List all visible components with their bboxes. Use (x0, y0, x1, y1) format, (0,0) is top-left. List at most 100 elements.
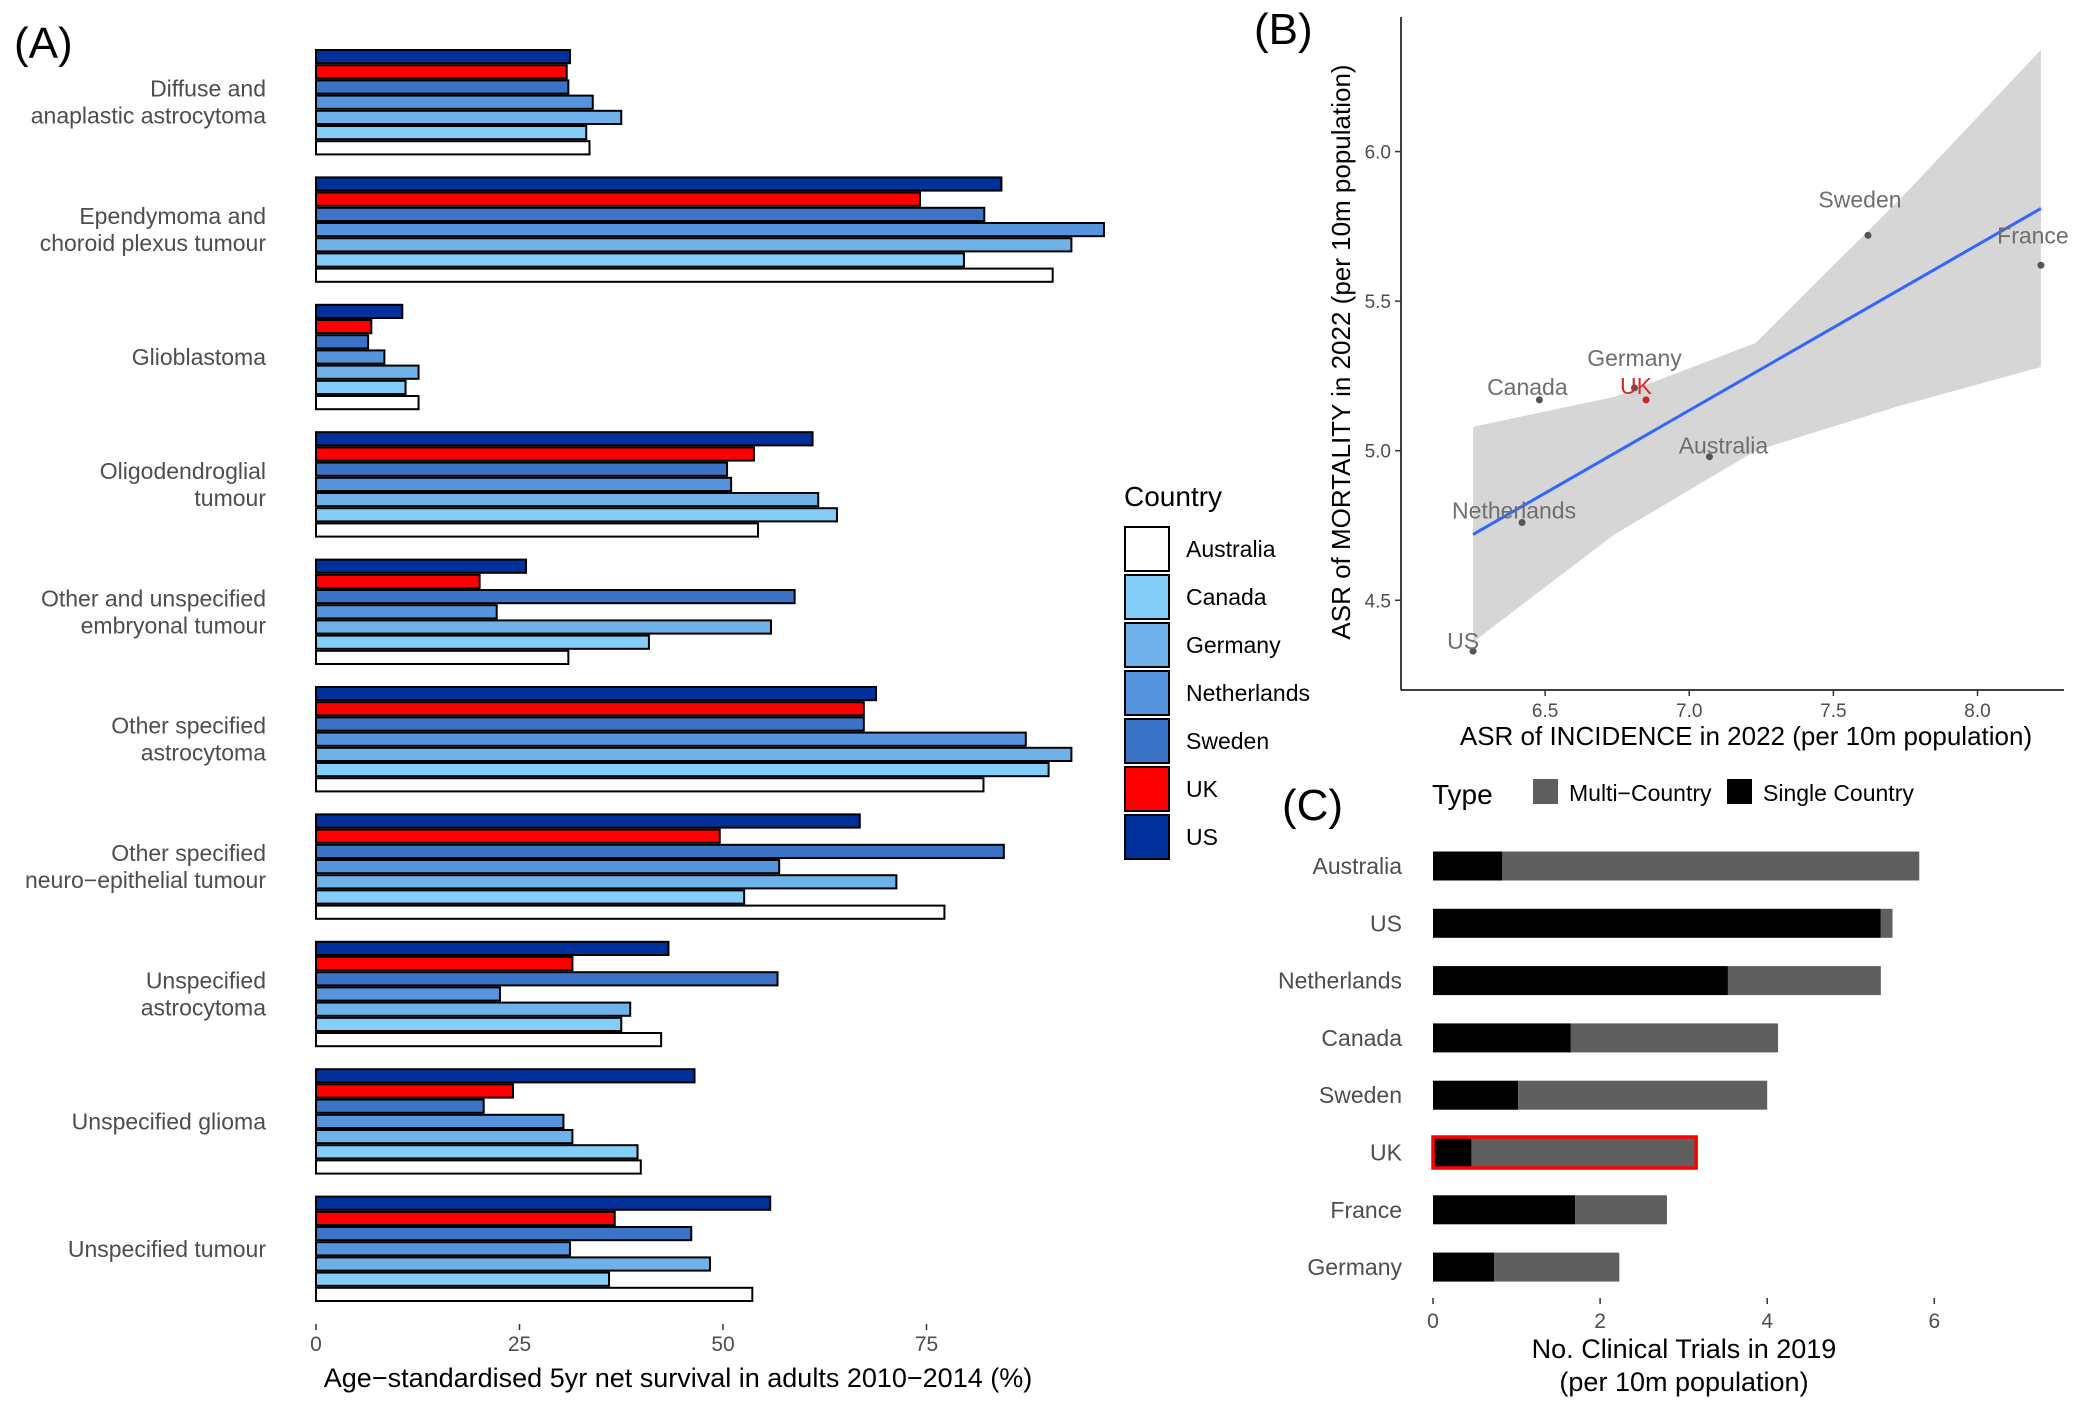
category-label: embryonal tumour (81, 612, 267, 638)
bar-netherlands (315, 349, 386, 365)
bar-germany (315, 364, 420, 380)
legend-label-uk: UK (1186, 776, 1219, 802)
bar-single-country (1433, 1023, 1571, 1053)
bar-netherlands (315, 986, 501, 1002)
category-label: Unspecified glioma (72, 1108, 267, 1134)
category-label-australia: Australia (1313, 853, 1403, 879)
bar-us (315, 813, 861, 829)
legend-label-australia: Australia (1186, 536, 1276, 562)
x-tick-label: 4 (1761, 1310, 1773, 1333)
legend-swatch-sweden (1124, 718, 1170, 764)
bar-germany (315, 874, 898, 890)
x-tick-label: 7.0 (1676, 701, 1702, 722)
x-tick-label: 7.5 (1820, 701, 1846, 722)
x-axis-title: Age−standardised 5yr net survival in adu… (324, 1363, 1032, 1393)
bar-germany (315, 619, 773, 635)
bar-netherlands (315, 222, 1105, 238)
bar-uk (315, 191, 921, 207)
category-label: Oligodendroglial (100, 458, 266, 484)
bar-sweden (315, 206, 986, 223)
category-label: anaplastic astrocytoma (31, 103, 266, 129)
bar-canada (315, 125, 588, 141)
point-label-canada: Canada (1487, 374, 1568, 400)
bar-multi-country (1502, 851, 1920, 881)
bar-australia (315, 904, 946, 920)
x-tick-label: 25 (508, 1333, 531, 1356)
legend-label-sweden: Sweden (1186, 728, 1269, 754)
point-label-france: France (1997, 222, 2069, 248)
type-legend-swatch-multi-country (1533, 779, 1558, 804)
bar-single-country (1433, 1138, 1472, 1167)
bar-australia (315, 1032, 663, 1048)
type-legend-label-multi-country: Multi−Country (1569, 780, 1712, 806)
incidence-mortality-scatter: Sweden France Germany Canada UK Australia Neth… (1326, 17, 2069, 751)
bar-uk (315, 828, 721, 844)
bar-single-country (1433, 966, 1728, 996)
type-legend-label-single-country: Single Country (1763, 780, 1914, 806)
bar-sweden (315, 1226, 693, 1242)
category-label-canada: Canada (1321, 1025, 1402, 1051)
bar-us (315, 940, 670, 956)
bar-sweden (315, 1098, 485, 1114)
point-us (1469, 647, 1477, 655)
category-label: neuro−epithelial tumour (25, 867, 266, 893)
bar-sweden (315, 971, 779, 987)
bar-uk (315, 446, 755, 462)
bar-australia (315, 140, 591, 156)
y-tick-label: 4.5 (1365, 591, 1391, 612)
bar-germany (315, 1256, 711, 1272)
bar-uk (315, 64, 568, 80)
bar-netherlands (315, 604, 498, 620)
bar-single-country (1433, 851, 1503, 881)
category-label: choroid plexus tumour (40, 230, 267, 256)
category-label: Other specified (111, 840, 266, 866)
x-tick-label: 8.0 (1964, 701, 1990, 722)
x-axis-title: No. Clinical Trials in 2019 (1532, 1334, 1837, 1364)
bar-sweden (315, 716, 865, 732)
bar-multi-country (1471, 1138, 1697, 1167)
legend-swatch-australia (1124, 526, 1170, 572)
point-label-uk: UK (1620, 373, 1653, 399)
bar-sweden (315, 79, 570, 95)
point-label-sweden: Sweden (1818, 186, 1901, 212)
bar-netherlands (315, 94, 594, 110)
point-label-germany: Germany (1587, 345, 1682, 371)
clinical-trials-bar-chart: Type Multi−Country Single Country Australia… (1278, 779, 1940, 1397)
category-label-germany: Germany (1307, 1254, 1402, 1280)
bar-multi-country (1880, 908, 1893, 938)
bar-us (315, 1195, 772, 1211)
type-legend-swatch-single-country (1727, 779, 1752, 804)
bar-us (315, 1068, 696, 1084)
category-label: Other and unspecified (41, 585, 266, 611)
point-label-australia: Australia (1679, 433, 1769, 459)
bar-single-country (1433, 1252, 1494, 1282)
y-tick-label: 5.5 (1365, 292, 1391, 313)
category-label: tumour (194, 485, 266, 511)
point-label-us: US (1447, 628, 1479, 654)
bar-multi-country (1575, 1195, 1667, 1225)
legend-label-germany: Germany (1186, 632, 1281, 658)
category-label: Glioblastoma (132, 344, 266, 370)
category-label: astrocytoma (141, 995, 266, 1021)
legend-label-canada: Canada (1186, 584, 1267, 610)
bar-uk (315, 319, 373, 335)
legend-swatch-netherlands (1124, 670, 1170, 716)
bar-canada (315, 1271, 611, 1287)
bar-germany (315, 746, 1073, 762)
type-legend-title: Type (1432, 779, 1493, 810)
y-tick-label: 6.0 (1365, 143, 1391, 164)
bar-australia (315, 395, 420, 411)
bar-australia (315, 777, 985, 793)
bar-uk (315, 573, 481, 589)
bar-netherlands (315, 1241, 571, 1257)
category-label-france: France (1330, 1197, 1402, 1223)
bar-netherlands (315, 476, 733, 492)
bar-uk (315, 956, 574, 972)
point-uk (1642, 396, 1650, 404)
bar-multi-country (1493, 1252, 1620, 1282)
bar-canada (315, 1016, 623, 1032)
x-tick-label: 0 (1427, 1310, 1439, 1333)
category-label: Unspecified tumour (68, 1236, 266, 1262)
bar-canada (315, 889, 746, 905)
point-france (2037, 261, 2045, 269)
